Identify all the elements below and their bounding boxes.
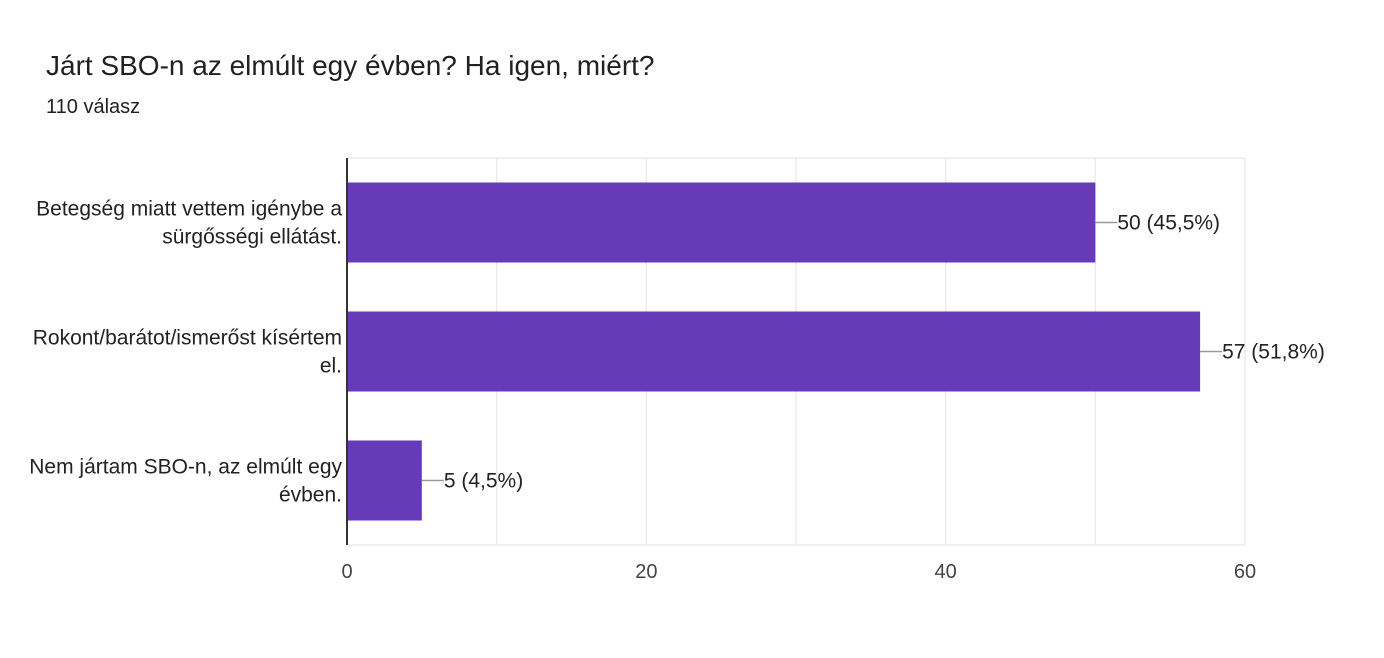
bar	[347, 182, 1096, 263]
x-tick-label: 40	[935, 561, 957, 583]
x-tick-label: 20	[635, 561, 657, 583]
response-count: 110 válasz	[46, 96, 141, 118]
chart-title: Járt SBO-n az elmúlt egy évben? Ha igen,…	[46, 50, 655, 81]
category-label-line: el.	[320, 355, 342, 378]
x-tick-label: 60	[1234, 561, 1256, 583]
bars	[347, 182, 1201, 521]
category-label-line: Nem jártam SBO-n, az elmúlt egy	[29, 456, 342, 479]
category-label-line: Betegség miatt vettem igénybe a	[36, 198, 342, 221]
x-tick-label: 0	[341, 561, 352, 583]
labels: 50 (45,5%) Betegség miatt vettem igénybe …	[29, 198, 1325, 584]
category-label-line: Rokont/barátot/ismerőst kísértem	[33, 327, 342, 350]
category-label: Betegség miatt vettem igénybe a sürgősség…	[36, 198, 342, 249]
category-label-line: sürgősségi ellátást.	[162, 226, 342, 249]
category-label: Rokont/barátot/ismerőst kísértem el.	[33, 327, 342, 378]
data-label: 50 (45,5%)	[1117, 212, 1220, 235]
bar	[347, 311, 1201, 392]
category-label-line: évben.	[279, 484, 342, 507]
bar	[347, 440, 422, 521]
category-label: Nem jártam SBO-n, az elmúlt egy évben.	[29, 456, 342, 507]
data-label: 57 (51,8%)	[1222, 341, 1325, 364]
data-label: 5 (4,5%)	[444, 470, 523, 493]
